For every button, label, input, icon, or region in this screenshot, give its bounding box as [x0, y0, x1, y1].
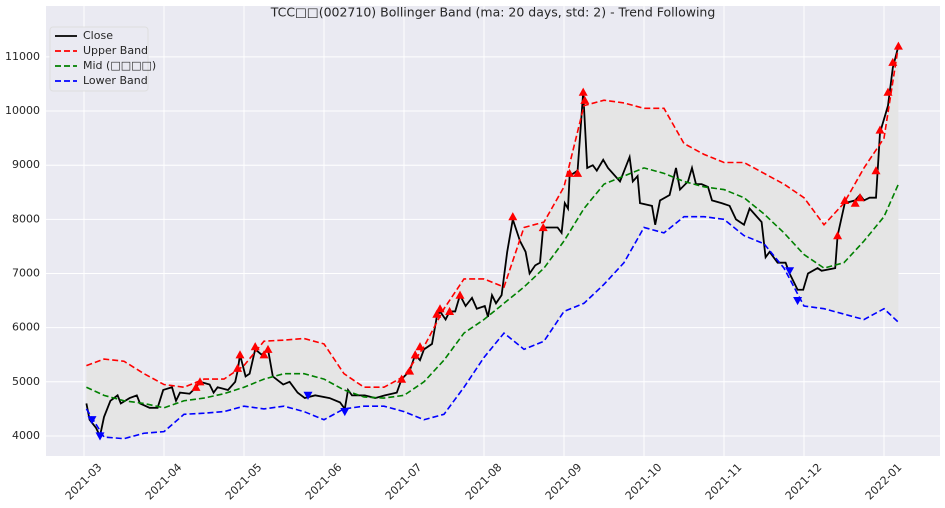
signal-marker — [445, 306, 455, 316]
legend: Close Upper Band Mid (□□□□) Lower Band — [49, 26, 156, 92]
signal-marker — [855, 193, 865, 202]
signal-marker — [850, 198, 860, 207]
signal-marker — [508, 212, 518, 221]
chart-title: TCC□□(002710) Bollinger Band (ma: 20 day… — [270, 5, 716, 20]
signal-marker — [191, 382, 201, 391]
signal-marker — [793, 296, 803, 306]
signal-marker — [580, 95, 590, 104]
signal-marker — [405, 366, 415, 375]
signal-marker — [263, 344, 273, 353]
signal-marker — [432, 309, 442, 318]
x-tick-label: 2021-06 — [303, 461, 345, 503]
signal-marker — [538, 222, 548, 232]
signal-marker — [410, 350, 420, 359]
legend-label: Lower Band — [83, 74, 148, 87]
x-tick-label: 2021-09 — [543, 461, 585, 503]
y-tick-label: 9000 — [12, 158, 40, 171]
series-line — [86, 167, 900, 409]
x-tick-label: 2022-01 — [863, 461, 905, 503]
signal-marker — [888, 57, 898, 66]
x-tick-label: 2021-12 — [783, 461, 825, 503]
signal-marker — [573, 168, 583, 177]
x-tick-label: 2021-07 — [383, 461, 425, 503]
signal-marker — [340, 407, 350, 417]
y-tick-label: 10000 — [5, 104, 40, 117]
x-tick-label: 2021-10 — [623, 461, 665, 503]
signal-marker — [578, 87, 588, 96]
legend-label: Upper Band — [83, 44, 148, 57]
signal-marker — [87, 416, 97, 425]
x-tick-label: 2021-04 — [143, 461, 185, 503]
series-line — [85, 45, 900, 439]
signal-marker — [435, 304, 445, 313]
legend-box — [49, 26, 149, 92]
x-tick-label: 2021-03 — [63, 461, 105, 503]
signal-marker — [565, 168, 575, 177]
signal-marker — [415, 342, 425, 351]
signal-marker — [893, 41, 903, 50]
signal-marker — [95, 432, 105, 441]
series-line — [85, 215, 899, 440]
y-tick-label: 5000 — [12, 375, 40, 388]
signal-marker — [871, 166, 881, 175]
signal-marker — [235, 350, 245, 359]
legend-label: Close — [83, 29, 113, 42]
signal-marker — [785, 267, 795, 276]
y-tick-label: 11000 — [5, 50, 40, 63]
x-tick-label: 2021-08 — [463, 461, 505, 503]
signal-marker — [833, 231, 843, 240]
signal-marker — [455, 290, 465, 299]
signal-marker — [883, 87, 893, 96]
signal-marker — [303, 391, 313, 400]
x-tick-label: 2021-05 — [223, 461, 265, 503]
signal-marker — [397, 374, 407, 383]
x-tick-label: 2021-11 — [703, 461, 745, 503]
y-tick-label: 6000 — [12, 321, 40, 334]
signal-marker — [259, 350, 269, 359]
legend-label: Mid (□□□□) — [83, 59, 156, 72]
y-tick-label: 7000 — [12, 267, 40, 280]
y-tick-label: 8000 — [12, 212, 40, 225]
y-tick-label: 4000 — [12, 429, 40, 442]
signal-marker — [233, 363, 243, 372]
signal-marker — [875, 125, 885, 134]
signal-marker — [195, 377, 205, 386]
signal-marker — [840, 195, 850, 205]
band-fill — [86, 46, 899, 439]
signal-marker — [250, 342, 260, 351]
